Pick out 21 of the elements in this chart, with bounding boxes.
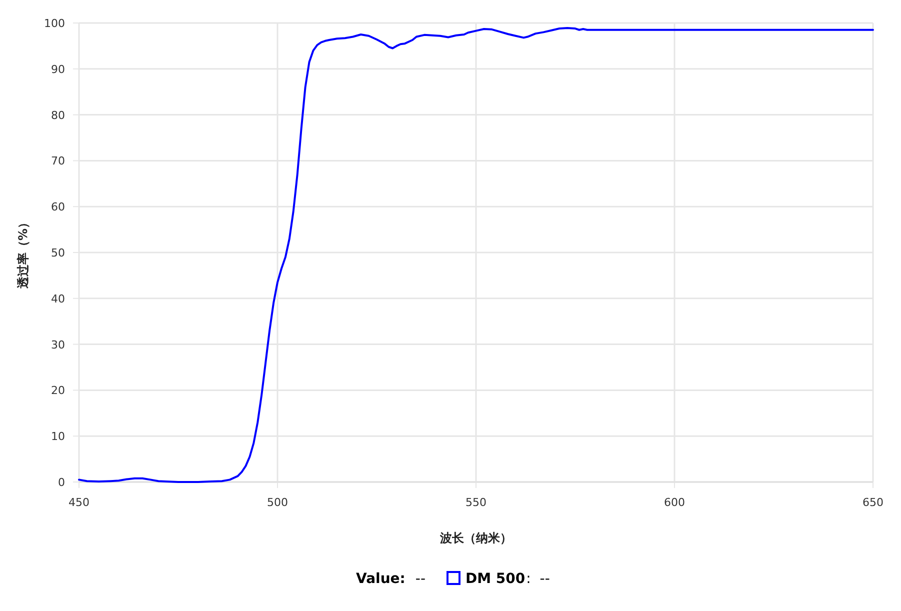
y-tick-label: 30 bbox=[51, 338, 65, 352]
y-tick-label: 70 bbox=[51, 154, 65, 168]
y-tick-label: 20 bbox=[51, 384, 65, 398]
legend-item: DM 500 bbox=[446, 571, 526, 587]
x-tick-label: 550 bbox=[466, 496, 486, 509]
x-axis-title: 波长（纳米） bbox=[439, 531, 512, 545]
x-tick-label: 650 bbox=[862, 496, 884, 509]
y-tick-label: 50 bbox=[51, 246, 65, 260]
y-tick-label: 90 bbox=[51, 62, 65, 76]
x-tick-label: 450 bbox=[68, 496, 90, 509]
y-tick-label: 100 bbox=[44, 17, 65, 30]
y-tick-label: 40 bbox=[51, 292, 65, 306]
y-tick-label: 0 bbox=[58, 476, 65, 489]
y-tick-label: 60 bbox=[51, 200, 65, 214]
y-tick-label: 10 bbox=[51, 430, 65, 444]
legend: Value: -- DM 500: -- bbox=[356, 571, 550, 587]
y-tick-label: 80 bbox=[51, 108, 65, 122]
x-tick-label: 500 bbox=[267, 496, 288, 509]
y-axis-title: 透过率（%） bbox=[16, 216, 30, 290]
legend-label: DM 500 bbox=[466, 571, 526, 587]
x-tick-label: 600 bbox=[664, 496, 685, 509]
